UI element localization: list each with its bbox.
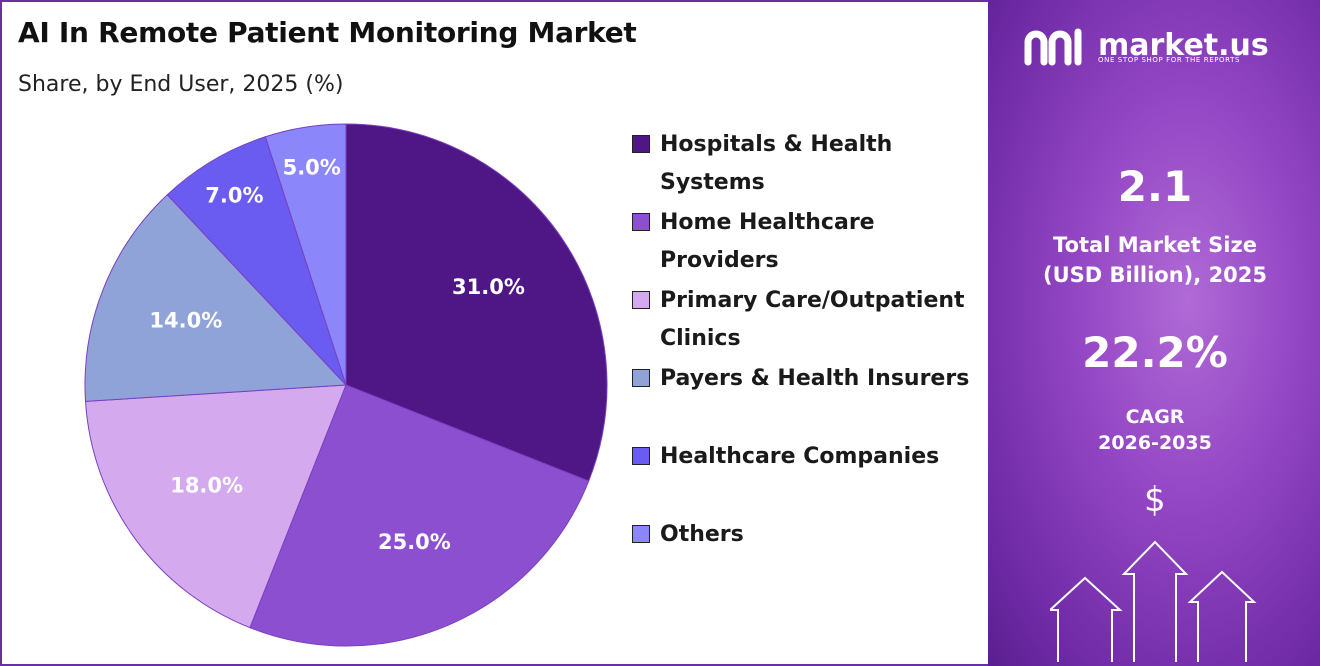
legend-item-2: Home Healthcare Providers — [632, 204, 980, 280]
chart-subtitle: Share, by End User, 2025 (%) — [18, 72, 344, 97]
pie-slice-6 — [264, 123, 347, 386]
legend-item-5: Healthcare Companies — [632, 438, 980, 476]
pie-labels: 31.0% 25.0% 18.0% 14.0% 7.0% 5.0% — [149, 155, 524, 554]
pie-data-label-4: 14.0% — [149, 309, 222, 333]
summary-panel — [988, 0, 1320, 666]
legend-label: Healthcare Companies — [660, 438, 980, 476]
logo-text: market.us — [1098, 28, 1269, 63]
pie-data-label-3: 18.0% — [170, 473, 243, 497]
legend-label: Payers & Health Insurers — [660, 360, 980, 398]
legend-label-line-2: Providers — [660, 248, 779, 273]
pie-slice-5 — [166, 136, 347, 386]
pie-slice-1 — [345, 123, 608, 482]
legend-item-4: Payers & Health Insurers — [632, 360, 980, 398]
pie-data-label-2: 25.0% — [378, 530, 451, 554]
chart-title: AI In Remote Patient Monitoring Market — [18, 16, 637, 49]
legend-label: Hospitals & Health Systems — [660, 126, 980, 202]
legend-label-line-2: Systems — [660, 170, 765, 195]
legend-label: Others — [660, 516, 980, 554]
cagr-label-line2: 2026-2035 — [1098, 432, 1212, 454]
legend-label-line-1: Home Healthcare — [660, 210, 875, 235]
market-size-value: 2.1 — [1117, 162, 1193, 211]
legend-label-line-1: Others — [660, 522, 744, 547]
pie-data-label-5: 7.0% — [205, 183, 263, 207]
upward-arrows-icon — [1050, 540, 1257, 662]
market-us-logo: market.us — [1022, 24, 1269, 68]
legend-swatch — [632, 135, 650, 153]
legend-item-6: Others — [632, 516, 980, 554]
legend-label: Primary Care/Outpatient Clinics — [660, 282, 980, 358]
legend-label: Home Healthcare Providers — [660, 204, 980, 280]
logo-tagline: ONE STOP SHOP FOR THE REPORTS — [1098, 56, 1241, 64]
legend-swatch — [632, 213, 650, 231]
legend-swatch — [632, 369, 650, 387]
pie-slice-2 — [249, 384, 590, 647]
legend-label-line-1: Hospitals & Health — [660, 132, 893, 157]
legend-label-line-1: Healthcare Companies — [660, 444, 940, 469]
pie-chart: 31.0% 25.0% 18.0% 14.0% 7.0% 5.0% — [84, 123, 608, 647]
legend-label-line-2: Clinics — [660, 326, 741, 351]
legend-label-line-1: Primary Care/Outpatient — [660, 288, 965, 313]
pie-slice-3 — [84, 384, 347, 629]
pie-slices — [84, 123, 608, 647]
market-size-label-line2: (USD Billion), 2025 — [1042, 263, 1268, 287]
legend-swatch — [632, 525, 650, 543]
legend-label-line-1: Payers & Health Insurers — [660, 366, 970, 391]
legend-item-3: Primary Care/Outpatient Clinics — [632, 282, 980, 358]
legend-swatch — [632, 447, 650, 465]
legend-item-1: Hospitals & Health Systems — [632, 126, 980, 202]
dollar-icon: $ — [1144, 480, 1166, 520]
legend-swatch — [632, 291, 650, 309]
cagr-label-line1: CAGR — [1125, 406, 1185, 428]
market-size-label-line1: Total Market Size — [1053, 233, 1257, 257]
cagr-value: 22.2% — [1082, 328, 1228, 377]
pie-slice-4 — [84, 194, 348, 402]
pie-data-label-6: 5.0% — [283, 155, 341, 179]
market-us-logo-icon — [1024, 28, 1082, 66]
pie-data-label-1: 31.0% — [452, 275, 525, 299]
